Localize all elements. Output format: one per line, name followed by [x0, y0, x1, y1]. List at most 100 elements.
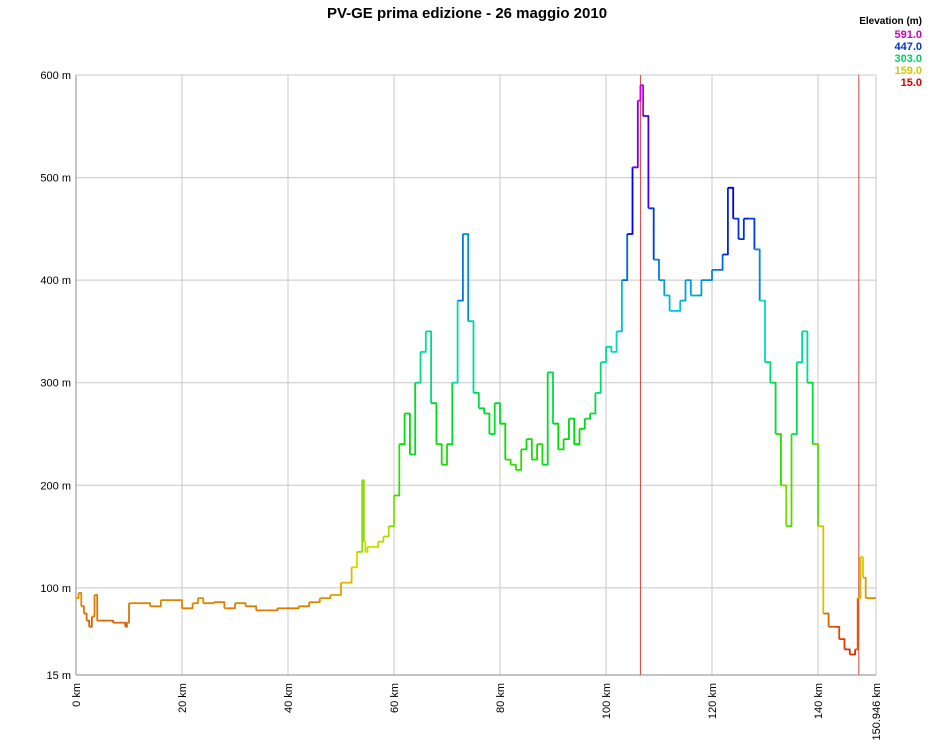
profile-segment — [696, 280, 703, 297]
profile-segment — [409, 382, 417, 456]
profile-segment — [537, 443, 544, 465]
profile-segment — [857, 557, 862, 599]
profile-segment — [796, 331, 803, 364]
profile-segment — [81, 605, 85, 614]
profile-segment — [505, 458, 512, 465]
profile-segment — [765, 361, 772, 383]
profile-segment — [415, 351, 422, 384]
profile-segment — [855, 598, 859, 651]
profile-segment — [558, 439, 565, 451]
profile-segment — [727, 186, 735, 219]
profile-segment — [192, 598, 199, 605]
profile-segment — [568, 417, 576, 445]
profile-segment — [632, 100, 639, 169]
profile-segment — [680, 280, 687, 302]
profile-segment — [462, 233, 470, 322]
profile-segment — [399, 413, 406, 446]
profile-segment — [76, 592, 80, 599]
profile-segment — [648, 207, 655, 260]
profile-segment — [621, 234, 629, 281]
x-tick-label: 0 km — [71, 683, 83, 707]
y-tick-label: 300 m — [40, 378, 71, 390]
x-tick-label: 20 km — [177, 683, 189, 713]
profile-segment — [531, 444, 538, 461]
y-tick-label: 400 m — [40, 275, 71, 287]
x-tick-label: 100 km — [601, 683, 613, 719]
profile-segment — [150, 600, 162, 608]
profile-segment — [515, 449, 523, 471]
profile-segment — [94, 594, 99, 621]
profile-segment — [78, 592, 83, 607]
legend-entry: 447.0 — [894, 41, 922, 53]
profile-segment — [775, 433, 782, 486]
profile-segment — [674, 300, 682, 312]
profile-segment — [266, 608, 279, 612]
profile-segment — [818, 525, 825, 614]
profile-segment — [494, 402, 501, 424]
profile-segment — [351, 551, 358, 569]
profile-segment — [706, 269, 713, 281]
x-tick-label: 80 km — [495, 683, 507, 713]
profile-segment — [388, 495, 395, 528]
profile-segment — [288, 606, 300, 610]
y-tick-label: 15 m — [47, 670, 71, 682]
profile-segment — [365, 546, 369, 553]
x-tick-label: 60 km — [389, 683, 401, 713]
profile-segment — [171, 599, 183, 609]
profile-segment — [770, 381, 777, 434]
profile-segment — [224, 603, 236, 610]
profile-segment — [452, 300, 459, 384]
profile-segment — [659, 279, 666, 296]
profile-segment — [553, 422, 560, 450]
profile-segment — [330, 582, 342, 596]
profile-segment — [245, 605, 258, 611]
profile-segment — [563, 418, 570, 440]
profile-segment — [126, 603, 130, 624]
profile-segment — [733, 217, 740, 240]
x-tick-label: 150.946 km — [871, 683, 883, 740]
profile-segment — [860, 556, 864, 578]
profile-segment — [235, 602, 247, 607]
profile-segment — [606, 345, 613, 352]
profile-segment — [786, 434, 793, 528]
profile-segment — [749, 217, 756, 250]
profile-segment — [404, 412, 411, 455]
profile-segment — [839, 638, 846, 650]
x-tick-label: 140 km — [813, 683, 825, 719]
profile-segment — [780, 484, 788, 527]
legend-entry: 159.0 — [894, 65, 922, 77]
profile-segment — [478, 407, 485, 414]
profile-segment — [722, 187, 729, 256]
elevation-profile — [76, 84, 876, 656]
profile-segment — [356, 480, 364, 553]
profile-segment — [447, 382, 454, 446]
profile-segment — [203, 602, 215, 605]
profile-segment — [547, 371, 554, 424]
profile-segment — [457, 234, 464, 302]
profile-segment — [500, 422, 507, 460]
profile-segment — [595, 362, 602, 394]
y-tick-label: 500 m — [40, 173, 71, 185]
profile-segment — [473, 392, 480, 409]
profile-segment — [123, 621, 127, 627]
profile-segment — [616, 280, 623, 333]
grid — [75, 74, 877, 676]
profile-segment — [754, 248, 761, 301]
profile-segment — [436, 443, 443, 465]
profile-segment — [637, 85, 642, 102]
legend-entry: 591.0 — [894, 29, 922, 41]
profile-segment — [197, 597, 205, 604]
profile-segment — [844, 648, 851, 655]
profile-segment — [91, 595, 96, 618]
profile-segment — [802, 330, 809, 383]
profile-segment — [468, 320, 475, 393]
legend-entry: 15.0 — [901, 77, 922, 89]
profile-segment — [372, 541, 379, 548]
profile-segment — [107, 619, 114, 623]
x-tick-label: 40 km — [283, 683, 295, 713]
profile-segment — [863, 576, 867, 599]
profile-segment — [363, 540, 367, 552]
profile-segment — [86, 619, 91, 627]
